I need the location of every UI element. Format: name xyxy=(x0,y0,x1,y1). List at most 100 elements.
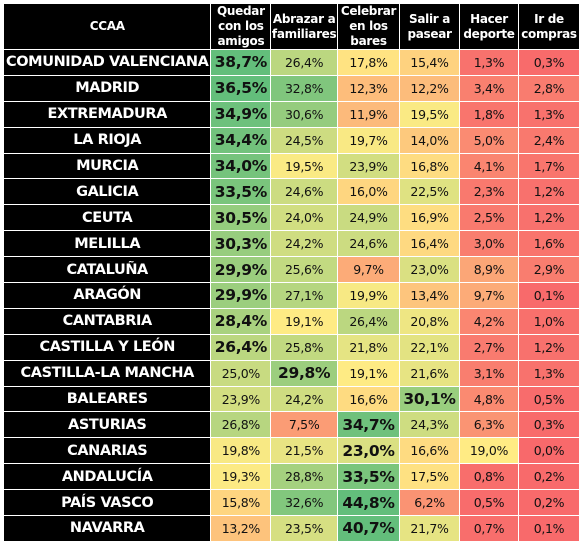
table-body: COMUNIDAD VALENCIANA 38,7% 26,4% 17,8% 15,4%… xyxy=(2,49,580,542)
region-name: ARAGÓN xyxy=(2,282,212,309)
value-cell: 30,6% xyxy=(270,100,338,128)
table-row: LA RIOJA 34,4% 24,5% 19,7% 14,0% 5,0% 2,4% xyxy=(2,126,580,154)
value-cell: 5,0% xyxy=(459,126,519,154)
table-row: MURCIA 34,0% 19,5% 23,9% 16,8% 4,1% 1,7% xyxy=(2,152,580,180)
value-cell: 21,7% xyxy=(399,515,461,542)
value-cell: 23,9% xyxy=(210,385,272,413)
value-cell: 28,8% xyxy=(270,463,338,491)
value-cell: 4,1% xyxy=(459,152,519,180)
table-row: EXTREMADURA 34,9% 30,6% 11,9% 19,5% 1,8% 1,3% xyxy=(2,100,580,128)
value-cell: 19,0% xyxy=(459,437,519,465)
table-row: CASTILLA-LA MANCHA 25,0% 29,8% 19,1% 21,6% 3,… xyxy=(2,359,580,387)
value-cell: 22,1% xyxy=(399,333,461,361)
table-row: MADRID 36,5% 32,8% 12,3% 12,2% 3,4% 2,8% xyxy=(2,74,580,102)
region-name: COMUNIDAD VALENCIANA xyxy=(2,49,212,76)
value-cell: 12,2% xyxy=(399,74,461,102)
column-header-salir-pasear: Salir a pasear xyxy=(399,3,461,50)
value-cell: 1,2% xyxy=(517,333,580,361)
value-cell: 4,8% xyxy=(459,385,519,413)
value-cell: 19,9% xyxy=(336,282,401,309)
value-cell: 34,0% xyxy=(210,152,272,180)
value-cell: 0,5% xyxy=(459,489,519,517)
value-cell: 23,5% xyxy=(270,515,338,542)
value-cell: 30,5% xyxy=(210,204,272,232)
region-name: GALICIA xyxy=(2,178,212,206)
value-cell: 17,5% xyxy=(399,463,461,491)
region-name: ASTURIAS xyxy=(2,411,212,439)
value-cell: 24,9% xyxy=(336,204,401,232)
region-name: CASTILLA-LA MANCHA xyxy=(2,359,212,387)
header-row: CCAA Quedar con los amigos Abrazar a fam… xyxy=(2,3,580,50)
value-cell: 19,8% xyxy=(210,437,272,465)
value-cell: 0,1% xyxy=(517,282,580,309)
value-cell: 1,0% xyxy=(517,307,580,335)
value-cell: 34,4% xyxy=(210,126,272,154)
region-name: NAVARRA xyxy=(2,515,212,542)
value-cell: 25,8% xyxy=(270,333,338,361)
value-cell: 21,5% xyxy=(270,437,338,465)
region-name: ANDALUCÍA xyxy=(2,463,212,491)
region-name: CEUTA xyxy=(2,204,212,232)
region-name: MELILLA xyxy=(2,230,212,258)
table-row: ARAGÓN 29,9% 27,1% 19,9% 13,4% 9,7% 0,1% xyxy=(2,282,580,309)
value-cell: 2,9% xyxy=(517,256,580,284)
value-cell: 14,0% xyxy=(399,126,461,154)
value-cell: 30,1% xyxy=(399,385,461,413)
value-cell: 13,2% xyxy=(210,515,272,542)
value-cell: 28,4% xyxy=(210,307,272,335)
value-cell: 19,3% xyxy=(210,463,272,491)
column-header-abrazar-familiares: Abrazar a familiares xyxy=(270,3,338,50)
value-cell: 1,8% xyxy=(459,100,519,128)
value-cell: 8,9% xyxy=(459,256,519,284)
value-cell: 26,4% xyxy=(210,333,272,361)
value-cell: 9,7% xyxy=(336,256,401,284)
column-header-quedar-amigos: Quedar con los amigos xyxy=(210,3,272,50)
value-cell: 0,0% xyxy=(517,437,580,465)
value-cell: 26,8% xyxy=(210,411,272,439)
region-name: CASTILLA Y LEÓN xyxy=(2,333,212,361)
value-cell: 6,3% xyxy=(459,411,519,439)
region-name: BALEARES xyxy=(2,385,212,413)
value-cell: 0,7% xyxy=(459,515,519,542)
value-cell: 6,2% xyxy=(399,489,461,517)
region-name: MADRID xyxy=(2,74,212,102)
value-cell: 36,5% xyxy=(210,74,272,102)
region-name: CANARIAS xyxy=(2,437,212,465)
value-cell: 34,9% xyxy=(210,100,272,128)
value-cell: 24,6% xyxy=(270,178,338,206)
value-cell: 3,4% xyxy=(459,74,519,102)
value-cell: 20,8% xyxy=(399,307,461,335)
table-row: NAVARRA 13,2% 23,5% 40,7% 21,7% 0,7% 0,1% xyxy=(2,515,580,542)
table-row: CEUTA 30,5% 24,0% 24,9% 16,9% 2,5% 1,2% xyxy=(2,204,580,232)
value-cell: 29,9% xyxy=(210,282,272,309)
value-cell: 1,2% xyxy=(517,204,580,232)
table-row: CASTILLA Y LEÓN 26,4% 25,8% 21,8% 22,1% 2,7% 1… xyxy=(2,333,580,361)
value-cell: 3,0% xyxy=(459,230,519,258)
value-cell: 29,8% xyxy=(270,359,338,387)
value-cell: 1,6% xyxy=(517,230,580,258)
ccaa-activities-table: CCAA Quedar con los amigos Abrazar a fam… xyxy=(2,3,580,542)
value-cell: 30,3% xyxy=(210,230,272,258)
value-cell: 0,2% xyxy=(517,463,580,491)
value-cell: 27,1% xyxy=(270,282,338,309)
value-cell: 25,0% xyxy=(210,359,272,387)
column-header-ccaa: CCAA xyxy=(2,3,212,50)
value-cell: 25,6% xyxy=(270,256,338,284)
value-cell: 11,9% xyxy=(336,100,401,128)
table-row: MELILLA 30,3% 24,2% 24,6% 16,4% 3,0% 1,6% xyxy=(2,230,580,258)
value-cell: 15,4% xyxy=(399,49,461,76)
value-cell: 16,9% xyxy=(399,204,461,232)
value-cell: 7,5% xyxy=(270,411,338,439)
value-cell: 12,3% xyxy=(336,74,401,102)
value-cell: 19,1% xyxy=(336,359,401,387)
value-cell: 16,0% xyxy=(336,178,401,206)
value-cell: 0,3% xyxy=(517,49,580,76)
value-cell: 24,3% xyxy=(399,411,461,439)
value-cell: 26,4% xyxy=(336,307,401,335)
value-cell: 2,3% xyxy=(459,178,519,206)
table-row: CANARIAS 19,8% 21,5% 23,0% 16,6% 19,0% 0,0% xyxy=(2,437,580,465)
region-name: CANTABRIA xyxy=(2,307,212,335)
value-cell: 1,3% xyxy=(517,359,580,387)
value-cell: 3,1% xyxy=(459,359,519,387)
value-cell: 2,7% xyxy=(459,333,519,361)
